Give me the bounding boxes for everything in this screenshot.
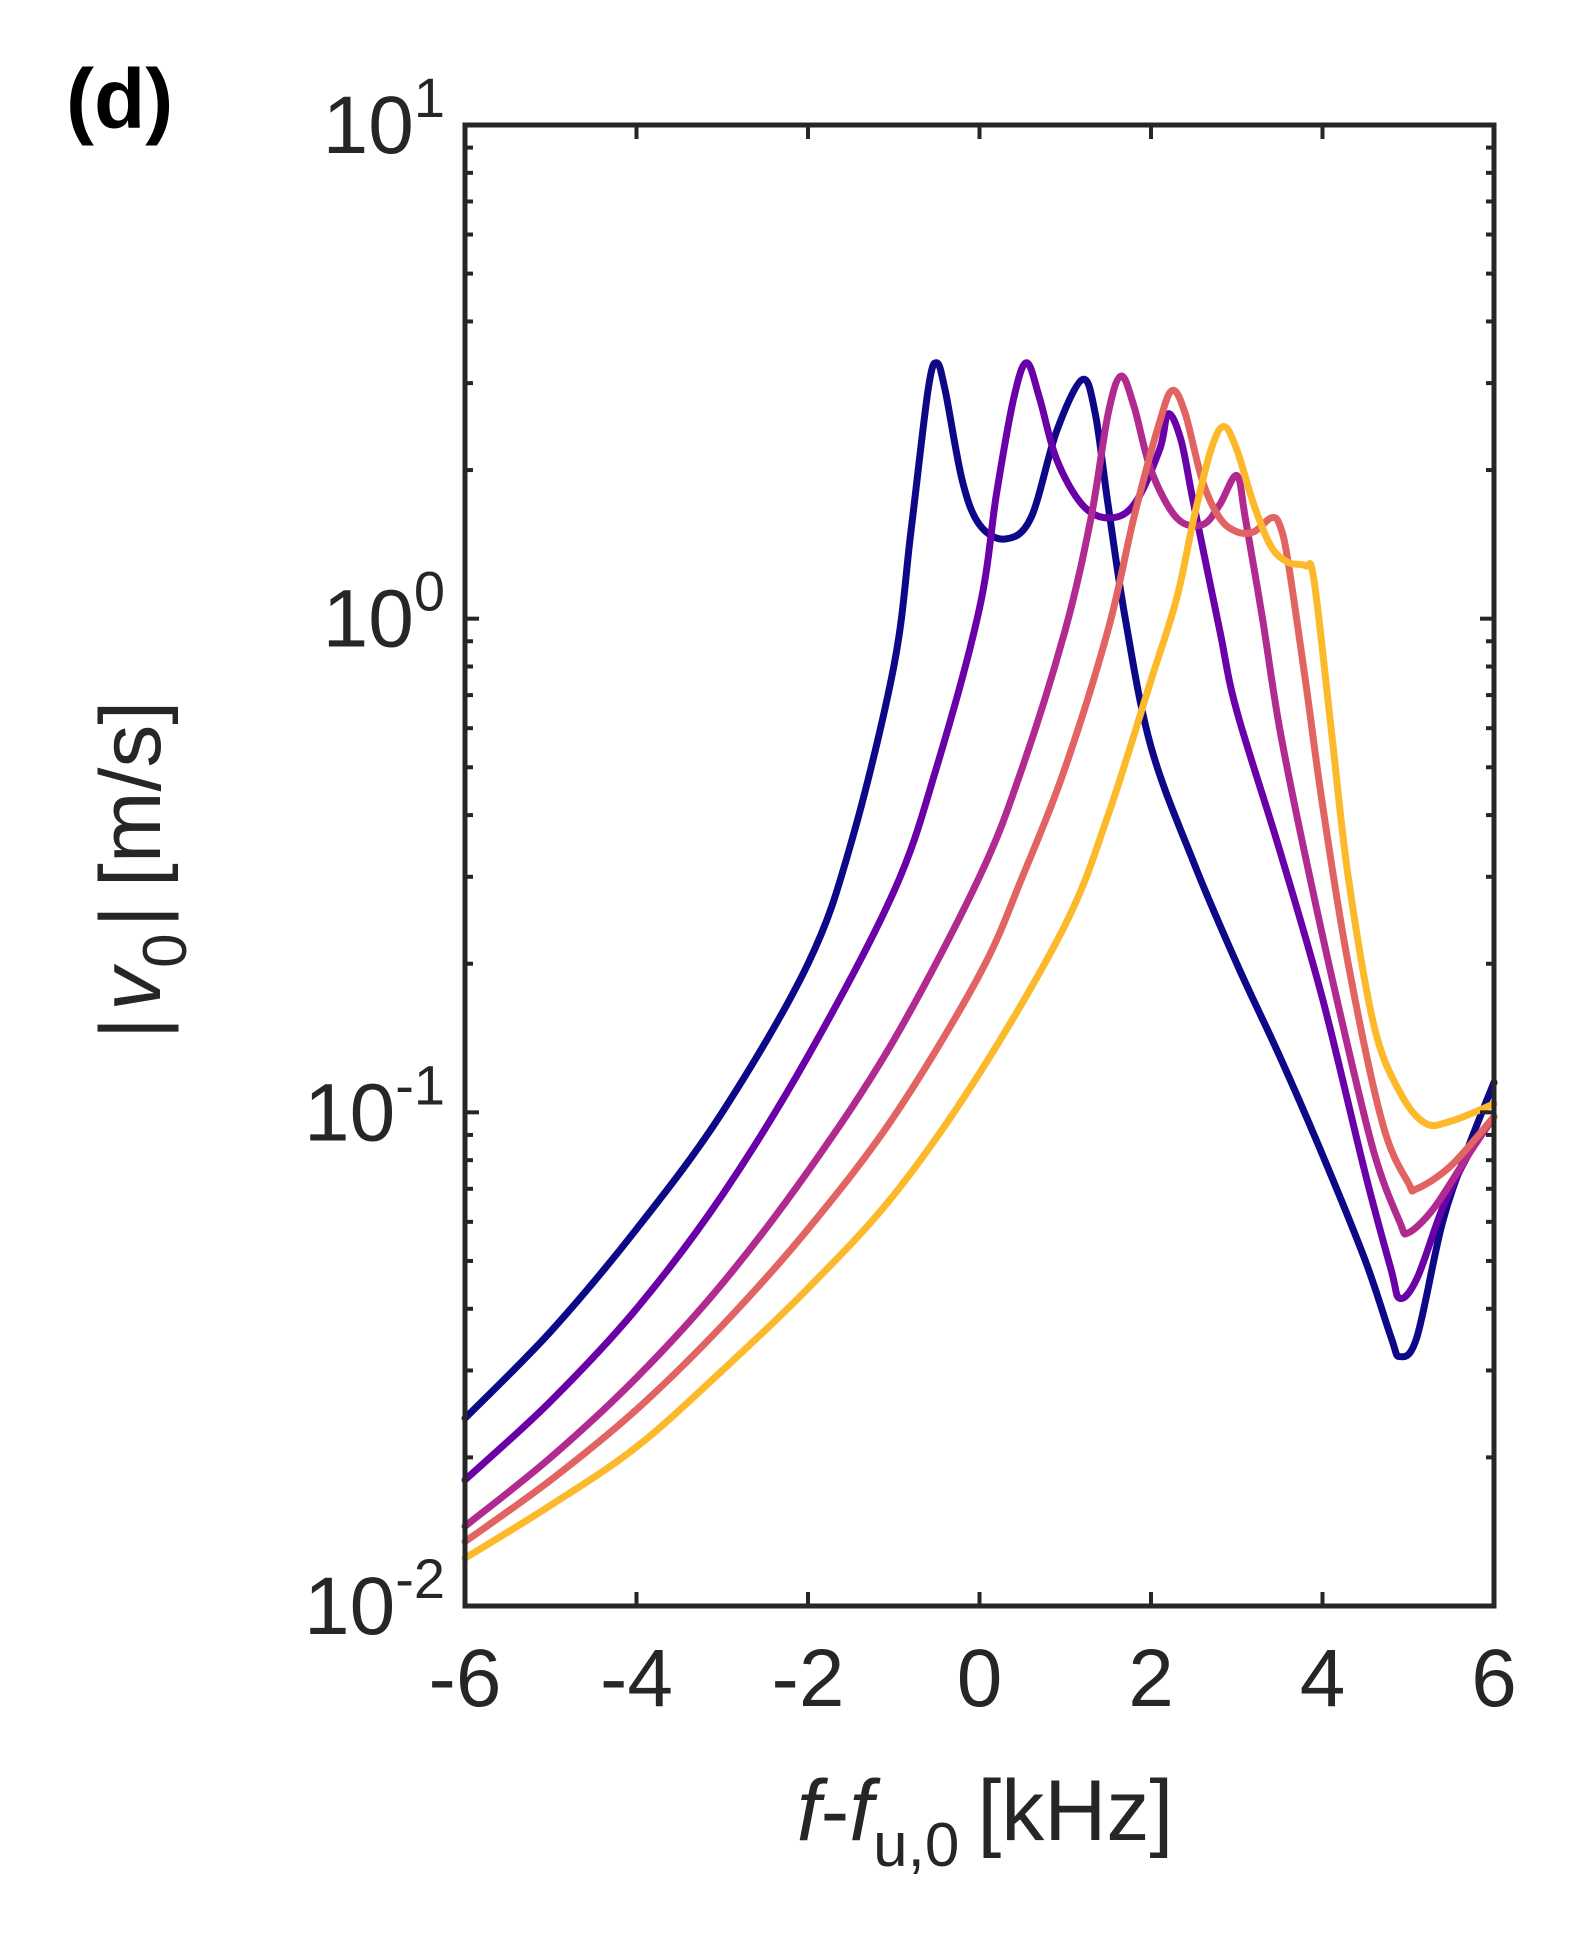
x-tick-label: 2 <box>1128 1633 1174 1724</box>
series-line-3 <box>461 372 1498 1530</box>
x-tick-label: -2 <box>772 1633 845 1724</box>
series-line-2 <box>461 359 1498 1484</box>
x-tick-label: 0 <box>957 1633 1003 1724</box>
y-tick-labels: 10-2 10-1 100 101 <box>304 66 445 1652</box>
series-line-1 <box>461 359 1498 1422</box>
axes-frame <box>462 122 1497 1609</box>
y-axis-title-group: |v0|[m/s] <box>83 701 200 1040</box>
series-layer <box>461 359 1498 1562</box>
series-line-4 <box>461 386 1498 1546</box>
x-axis-title: f-fu,0 [kHz] <box>797 1763 1174 1880</box>
y-axis-title: |v0|[m/s] <box>83 701 200 1040</box>
x-tick-label: 6 <box>1471 1633 1517 1724</box>
y-tick-label: 101 <box>323 66 445 171</box>
panel-label: (d) <box>66 52 173 146</box>
x-tick-label: 4 <box>1300 1633 1346 1724</box>
y-tick-label: 10-1 <box>304 1053 445 1158</box>
series-line-5 <box>461 423 1498 1562</box>
plot-area <box>461 122 1498 1609</box>
y-tick-label: 100 <box>323 560 445 665</box>
x-tick-label: -4 <box>600 1633 673 1724</box>
y-tick-label: 10-2 <box>304 1547 445 1652</box>
ticks-layer <box>463 123 1496 1608</box>
x-tick-labels: -6 -4 -2 0 2 4 6 <box>429 1633 1517 1724</box>
x-tick-label: -6 <box>429 1633 502 1724</box>
